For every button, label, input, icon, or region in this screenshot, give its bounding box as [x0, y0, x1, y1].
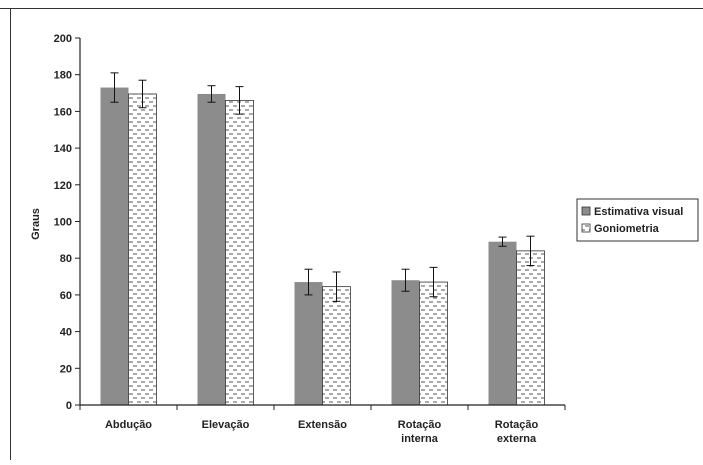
y-tick-label: 180: [54, 70, 72, 82]
y-tick-label: 0: [66, 400, 72, 412]
x-category-label: Extensão: [298, 419, 347, 431]
legend-label: Estimativa visual: [594, 206, 683, 218]
y-axis: 0 20 40 60 80 100 120 140 160 180 200: [54, 33, 81, 412]
legend-swatch: [581, 223, 591, 233]
bar-estimativa-visual: [488, 241, 517, 405]
y-tick-label: 60: [60, 290, 72, 302]
x-category-label: interna: [401, 433, 439, 445]
y-tick-label: 200: [54, 33, 72, 45]
x-category-label: Elevação: [202, 419, 250, 431]
y-tick-label: 140: [54, 143, 72, 155]
bar-goniometria: [225, 99, 254, 406]
bar-goniometria: [128, 93, 157, 406]
x-category-label: Rotação: [495, 419, 539, 431]
x-category-label: Abdução: [105, 419, 152, 431]
y-axis-label: Graus: [30, 208, 42, 240]
y-tick-label: 100: [54, 217, 72, 229]
bar-goniometria: [516, 250, 545, 406]
y-tick-label: 40: [60, 327, 72, 339]
y-tick-label: 120: [54, 180, 72, 192]
bar-goniometria: [322, 286, 351, 406]
x-category-label: externa: [497, 433, 537, 445]
frame-left-border: [10, 8, 11, 460]
x-axis: Abdução Elevação Extensão Rotação interna Rot…: [79, 404, 566, 445]
bar-estimativa-visual: [100, 87, 129, 406]
bar-estimativa-visual: [197, 93, 226, 405]
legend-box: [576, 198, 699, 242]
frame-top-border: [0, 8, 703, 9]
legend-swatch: [581, 206, 591, 216]
y-tick-label: 20: [60, 363, 72, 375]
bar-estimativa-visual: [391, 280, 420, 405]
bar-estimativa-visual: [294, 282, 323, 405]
legend-label: Goniometria: [594, 223, 660, 235]
legend: Estimativa visual Goniometria: [576, 198, 699, 242]
bar-goniometria: [419, 281, 448, 406]
y-tick-label: 80: [60, 253, 72, 265]
x-category-label: Rotação: [398, 419, 442, 431]
y-tick-label: 160: [54, 106, 72, 118]
bars-group: [100, 72, 545, 406]
